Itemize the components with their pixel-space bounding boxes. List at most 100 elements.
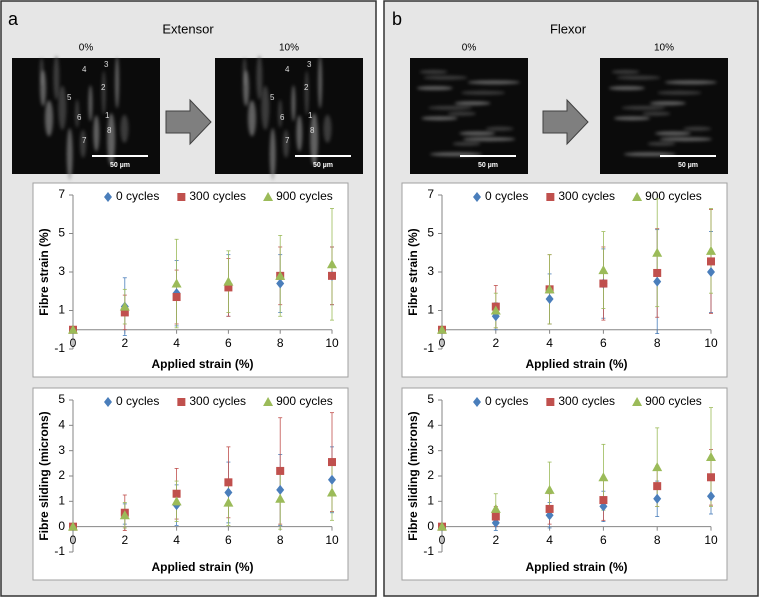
y-tick-label: 4 (58, 418, 65, 432)
fibre-streak (642, 111, 671, 116)
y-tick-label: 3 (427, 443, 434, 457)
fibre-streak (659, 137, 712, 142)
x-tick-label: 6 (225, 533, 232, 547)
image-label: 0% (462, 43, 477, 54)
x-tick-label: 6 (600, 533, 607, 547)
x-tick-label: 6 (600, 336, 607, 350)
y-axis-label: Fibre sliding (microns) (406, 411, 420, 540)
y-tick-label: 3 (58, 264, 65, 278)
panel-label: a (8, 9, 19, 29)
legend-marker (104, 192, 112, 202)
point (599, 279, 608, 288)
y-tick-label: -1 (54, 341, 65, 355)
fibre-label: 3 (307, 60, 312, 69)
point (68, 324, 78, 334)
y-tick-label: 3 (58, 443, 65, 457)
micrograph-texture (416, 69, 520, 157)
point (653, 493, 662, 504)
y-tick-label: 5 (427, 226, 434, 240)
y-axis-label: Fibre strain (%) (406, 228, 420, 315)
fibre-label: 1 (308, 111, 313, 120)
y-tick-label: -1 (423, 544, 434, 558)
legend-marker (177, 398, 186, 406)
fibre-streak (291, 85, 296, 122)
y-tick-label: 0 (58, 519, 65, 533)
legend-label: 900 cycles (645, 394, 702, 408)
point (172, 293, 181, 302)
fibre-streak (419, 69, 448, 74)
fibre-label: 5 (270, 93, 275, 102)
fibre-label: 7 (285, 136, 290, 145)
point (544, 284, 555, 294)
x-tick-label: 6 (225, 336, 232, 350)
y-tick-label: 1 (427, 494, 434, 508)
x-tick-label: 10 (704, 336, 718, 350)
fibre-label: 2 (304, 83, 309, 92)
chart-area (401, 387, 728, 581)
y-tick-label: 4 (427, 418, 434, 432)
point (490, 503, 501, 513)
point (545, 293, 554, 304)
fibre-streak (310, 113, 319, 166)
legend-label: 0 cycles (116, 189, 159, 203)
x-axis-label: Applied strain (%) (151, 560, 253, 574)
x-axis-label: Applied strain (%) (525, 357, 627, 371)
legend-label: 300 cycles (558, 189, 615, 203)
x-tick-label: 0 (439, 336, 446, 350)
y-tick-label: 5 (58, 226, 65, 240)
point (653, 276, 662, 287)
fibre-streak (421, 116, 458, 121)
point (706, 452, 716, 461)
point (224, 283, 233, 292)
fibre-streak (101, 70, 106, 115)
chart-area (401, 182, 728, 378)
fibre-streak (447, 111, 476, 116)
fibre-label: 4 (285, 65, 290, 74)
point (68, 521, 78, 531)
point (224, 478, 233, 487)
y-tick-label: -1 (423, 341, 434, 355)
fibre-label: 2 (101, 83, 106, 92)
scale-bar-label: 50 µm (478, 162, 498, 169)
fibre-streak (318, 56, 323, 109)
point (653, 268, 662, 277)
y-tick-label: 1 (58, 494, 65, 508)
x-tick-label: 10 (325, 336, 339, 350)
image-label: 10% (654, 43, 674, 54)
point (437, 324, 447, 334)
point (707, 473, 715, 482)
fibre-label: 7 (82, 136, 87, 145)
y-tick-label: 5 (427, 392, 434, 406)
x-tick-label: 8 (654, 533, 661, 547)
y-tick-label: -1 (54, 544, 65, 558)
x-tick-label: 4 (546, 533, 553, 547)
fibre-streak (120, 114, 129, 143)
legend-marker (104, 397, 112, 407)
legend-marker (473, 192, 481, 202)
fibre-streak (614, 116, 650, 121)
fibre-label: 8 (107, 126, 112, 135)
fibre-streak (107, 113, 116, 166)
point (275, 493, 286, 503)
y-tick-label: 3 (427, 264, 434, 278)
fibre-streak (485, 126, 514, 131)
point (224, 487, 233, 498)
micrograph (12, 58, 160, 174)
point (706, 245, 716, 255)
fibre-streak (323, 114, 332, 143)
x-tick-label: 10 (704, 533, 718, 547)
x-axis-label: Applied strain (%) (525, 560, 627, 574)
y-axis-label: Fibre sliding (microns) (37, 411, 51, 540)
legend-marker (546, 193, 555, 201)
fibre-label: 5 (67, 93, 72, 102)
point (119, 510, 130, 520)
point (171, 278, 182, 288)
image-label: 0% (79, 43, 94, 54)
legend-marker (263, 397, 274, 406)
point (275, 270, 286, 280)
fibre-streak (423, 75, 468, 80)
point (598, 265, 609, 275)
legend-marker (473, 397, 481, 407)
fibre-streak (248, 100, 256, 137)
